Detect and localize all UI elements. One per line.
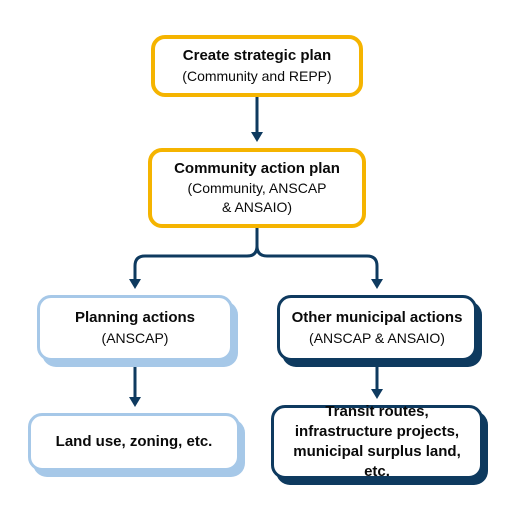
planning-node: Planning actions(ANSCAP) (37, 295, 233, 361)
landuse-node: Land use, zoning, etc. (28, 413, 240, 471)
other-node: Other municipal actions(ANSCAP & ANSAIO) (277, 295, 477, 361)
community-node: Community action plan(Community, ANSCAP … (148, 148, 366, 228)
planning-title: Planning actions (75, 308, 195, 328)
planning-subtitle: (ANSCAP) (102, 329, 169, 348)
strategic-title: Create strategic plan (183, 46, 331, 66)
community-subtitle: (Community, ANSCAP & ANSAIO) (188, 179, 327, 217)
landuse-title: Land use, zoning, etc. (56, 432, 213, 452)
strategic-subtitle: (Community and REPP) (182, 67, 331, 86)
transit-title: Transit routes, infrastructure projects,… (284, 402, 470, 483)
other-subtitle: (ANSCAP & ANSAIO) (309, 329, 445, 348)
community-title: Community action plan (174, 159, 340, 179)
other-title: Other municipal actions (292, 308, 463, 328)
flowchart-canvas: Create strategic plan(Community and REPP… (0, 0, 512, 512)
transit-node: Transit routes, infrastructure projects,… (271, 405, 483, 479)
strategic-node: Create strategic plan(Community and REPP… (151, 35, 363, 97)
